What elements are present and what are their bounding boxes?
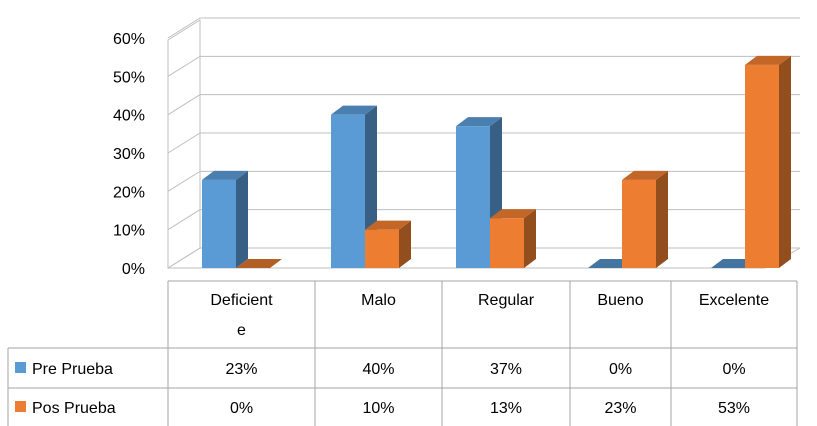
bar-pos-prueba	[236, 259, 282, 268]
x-category-label: Malo	[361, 292, 396, 309]
gridline	[167, 132, 800, 154]
data-table-value: 0%	[722, 361, 745, 378]
y-tick-label: 30%	[113, 146, 145, 163]
bar-pos-prueba	[622, 179, 656, 268]
data-table-value: 0%	[230, 400, 253, 417]
x-category-label: Deficient	[210, 292, 273, 309]
x-category-label: e	[237, 322, 246, 339]
gridline	[167, 17, 800, 39]
y-tick-label: 50%	[113, 69, 145, 86]
data-table-value: 40%	[362, 361, 394, 378]
y-tick-label: 20%	[113, 184, 145, 201]
legend-label: Pre Prueba	[32, 361, 113, 378]
gridline	[167, 247, 800, 269]
x-category-label: Bueno	[597, 292, 643, 309]
bar-pos-prueba-side	[779, 55, 791, 269]
y-tick-label: 60%	[113, 31, 145, 48]
bar-pos-prueba-side	[656, 170, 668, 268]
bar-pos-prueba-top	[745, 55, 791, 65]
gridline	[167, 94, 800, 116]
bar-pos-prueba	[490, 218, 524, 268]
bar-pre-prueba	[331, 114, 365, 269]
legend-label: Pos Prueba	[32, 400, 116, 417]
side-wall	[167, 19, 201, 269]
bar-pre-prueba	[202, 179, 236, 268]
bar-pos-prueba	[745, 64, 779, 268]
x-category-label: Excelente	[699, 292, 769, 309]
bar-pos-prueba-top	[365, 220, 411, 230]
data-table-value: 0%	[609, 361, 632, 378]
gridline	[167, 55, 800, 77]
y-tick-label: 40%	[113, 108, 145, 125]
y-tick-label: 10%	[113, 223, 145, 240]
bar-pos-prueba-top	[622, 170, 668, 180]
bar-pre-prueba-top	[202, 170, 248, 180]
bar-pos-prueba-side	[524, 209, 536, 268]
bar-pre-prueba-top	[331, 105, 377, 115]
y-tick-label: 0%	[122, 261, 145, 278]
bar-pos-prueba-side	[399, 220, 411, 268]
legend-key	[15, 401, 26, 412]
bar-pos-prueba-top	[490, 209, 536, 219]
bar-pre-prueba	[456, 126, 490, 269]
legend-key	[15, 362, 26, 373]
data-table-value: 23%	[604, 400, 636, 417]
bar-pos-prueba	[365, 229, 399, 268]
x-category-label: Regular	[478, 292, 535, 309]
data-table-value: 53%	[718, 400, 750, 417]
bar-pre-prueba-top	[456, 117, 502, 127]
data-table-value: 37%	[490, 361, 522, 378]
gridline	[167, 170, 800, 192]
data-table-value: 23%	[225, 361, 257, 378]
data-table-value: 13%	[490, 400, 522, 417]
bar-pre-prueba-side	[236, 170, 248, 268]
data-table-value: 10%	[362, 400, 394, 417]
gridline	[167, 209, 800, 231]
